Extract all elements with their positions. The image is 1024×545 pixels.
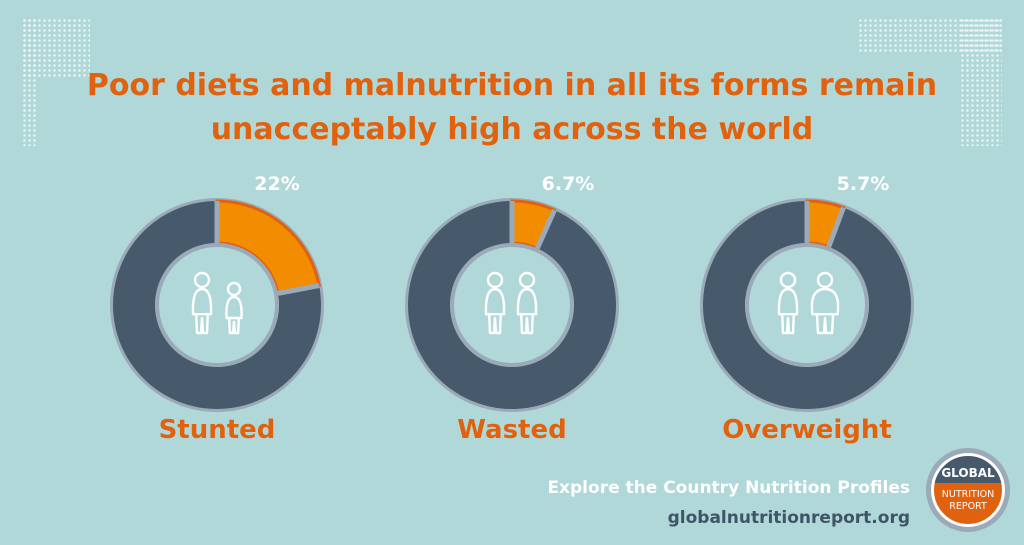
dot-pattern-right-strip: [960, 18, 1002, 146]
title-line-1: Poor diets and malnutrition in all its f…: [86, 68, 938, 103]
dot-pattern-left-strip: [22, 18, 36, 146]
logo-text-report: REPORT: [949, 501, 987, 512]
global-nutrition-report-logo: GLOBAL NUTRITION REPORT: [926, 448, 1010, 532]
value-label-overweight: 5.7%: [837, 173, 890, 195]
category-label-overweight: Overweight: [722, 415, 892, 445]
slice-remainder-wasted: [407, 201, 616, 409]
child-and-overweight-child-icon: [777, 271, 840, 335]
website-url-link[interactable]: globalnutritionreport.org: [667, 508, 910, 528]
value-label-wasted: 6.7%: [542, 173, 595, 195]
donut-stunted: 22% Stunted: [110, 173, 324, 445]
donut-overweight: 5.7% Overweight: [700, 173, 914, 445]
donut-center: [454, 247, 570, 363]
child-figure-icon: [484, 271, 506, 335]
child-figure-icon: [225, 281, 243, 335]
logo-text-global: GLOBAL: [941, 466, 995, 480]
logo-text-nutrition: NUTRITION: [942, 489, 994, 500]
child-figure-icon: [777, 271, 799, 335]
title-line-2: unacceptably high across the world: [210, 112, 814, 147]
donut-wasted: 6.7% Wasted: [405, 173, 619, 445]
category-label-wasted: Wasted: [457, 415, 566, 445]
slice-remainder-stunted: [113, 201, 321, 409]
donut-center: [749, 247, 865, 363]
category-label-stunted: Stunted: [159, 415, 276, 445]
explore-profiles-link[interactable]: Explore the Country Nutrition Profiles: [547, 478, 910, 498]
overweight-child-figure-icon: [810, 271, 840, 335]
slice-divider-end: [826, 206, 846, 248]
value-label-stunted: 22%: [254, 173, 299, 195]
child-figure-icon: [191, 271, 213, 335]
two-thin-children-icon: [484, 271, 538, 335]
slice-divider-end: [535, 209, 557, 250]
page-title: Poor diets and malnutrition in all its f…: [40, 64, 984, 152]
slice-remainder-overweight: [703, 201, 911, 409]
two-children-icon: [191, 271, 243, 335]
slice-divider-end: [277, 283, 320, 296]
donut-center: [159, 247, 275, 363]
child-figure-icon: [516, 271, 538, 335]
